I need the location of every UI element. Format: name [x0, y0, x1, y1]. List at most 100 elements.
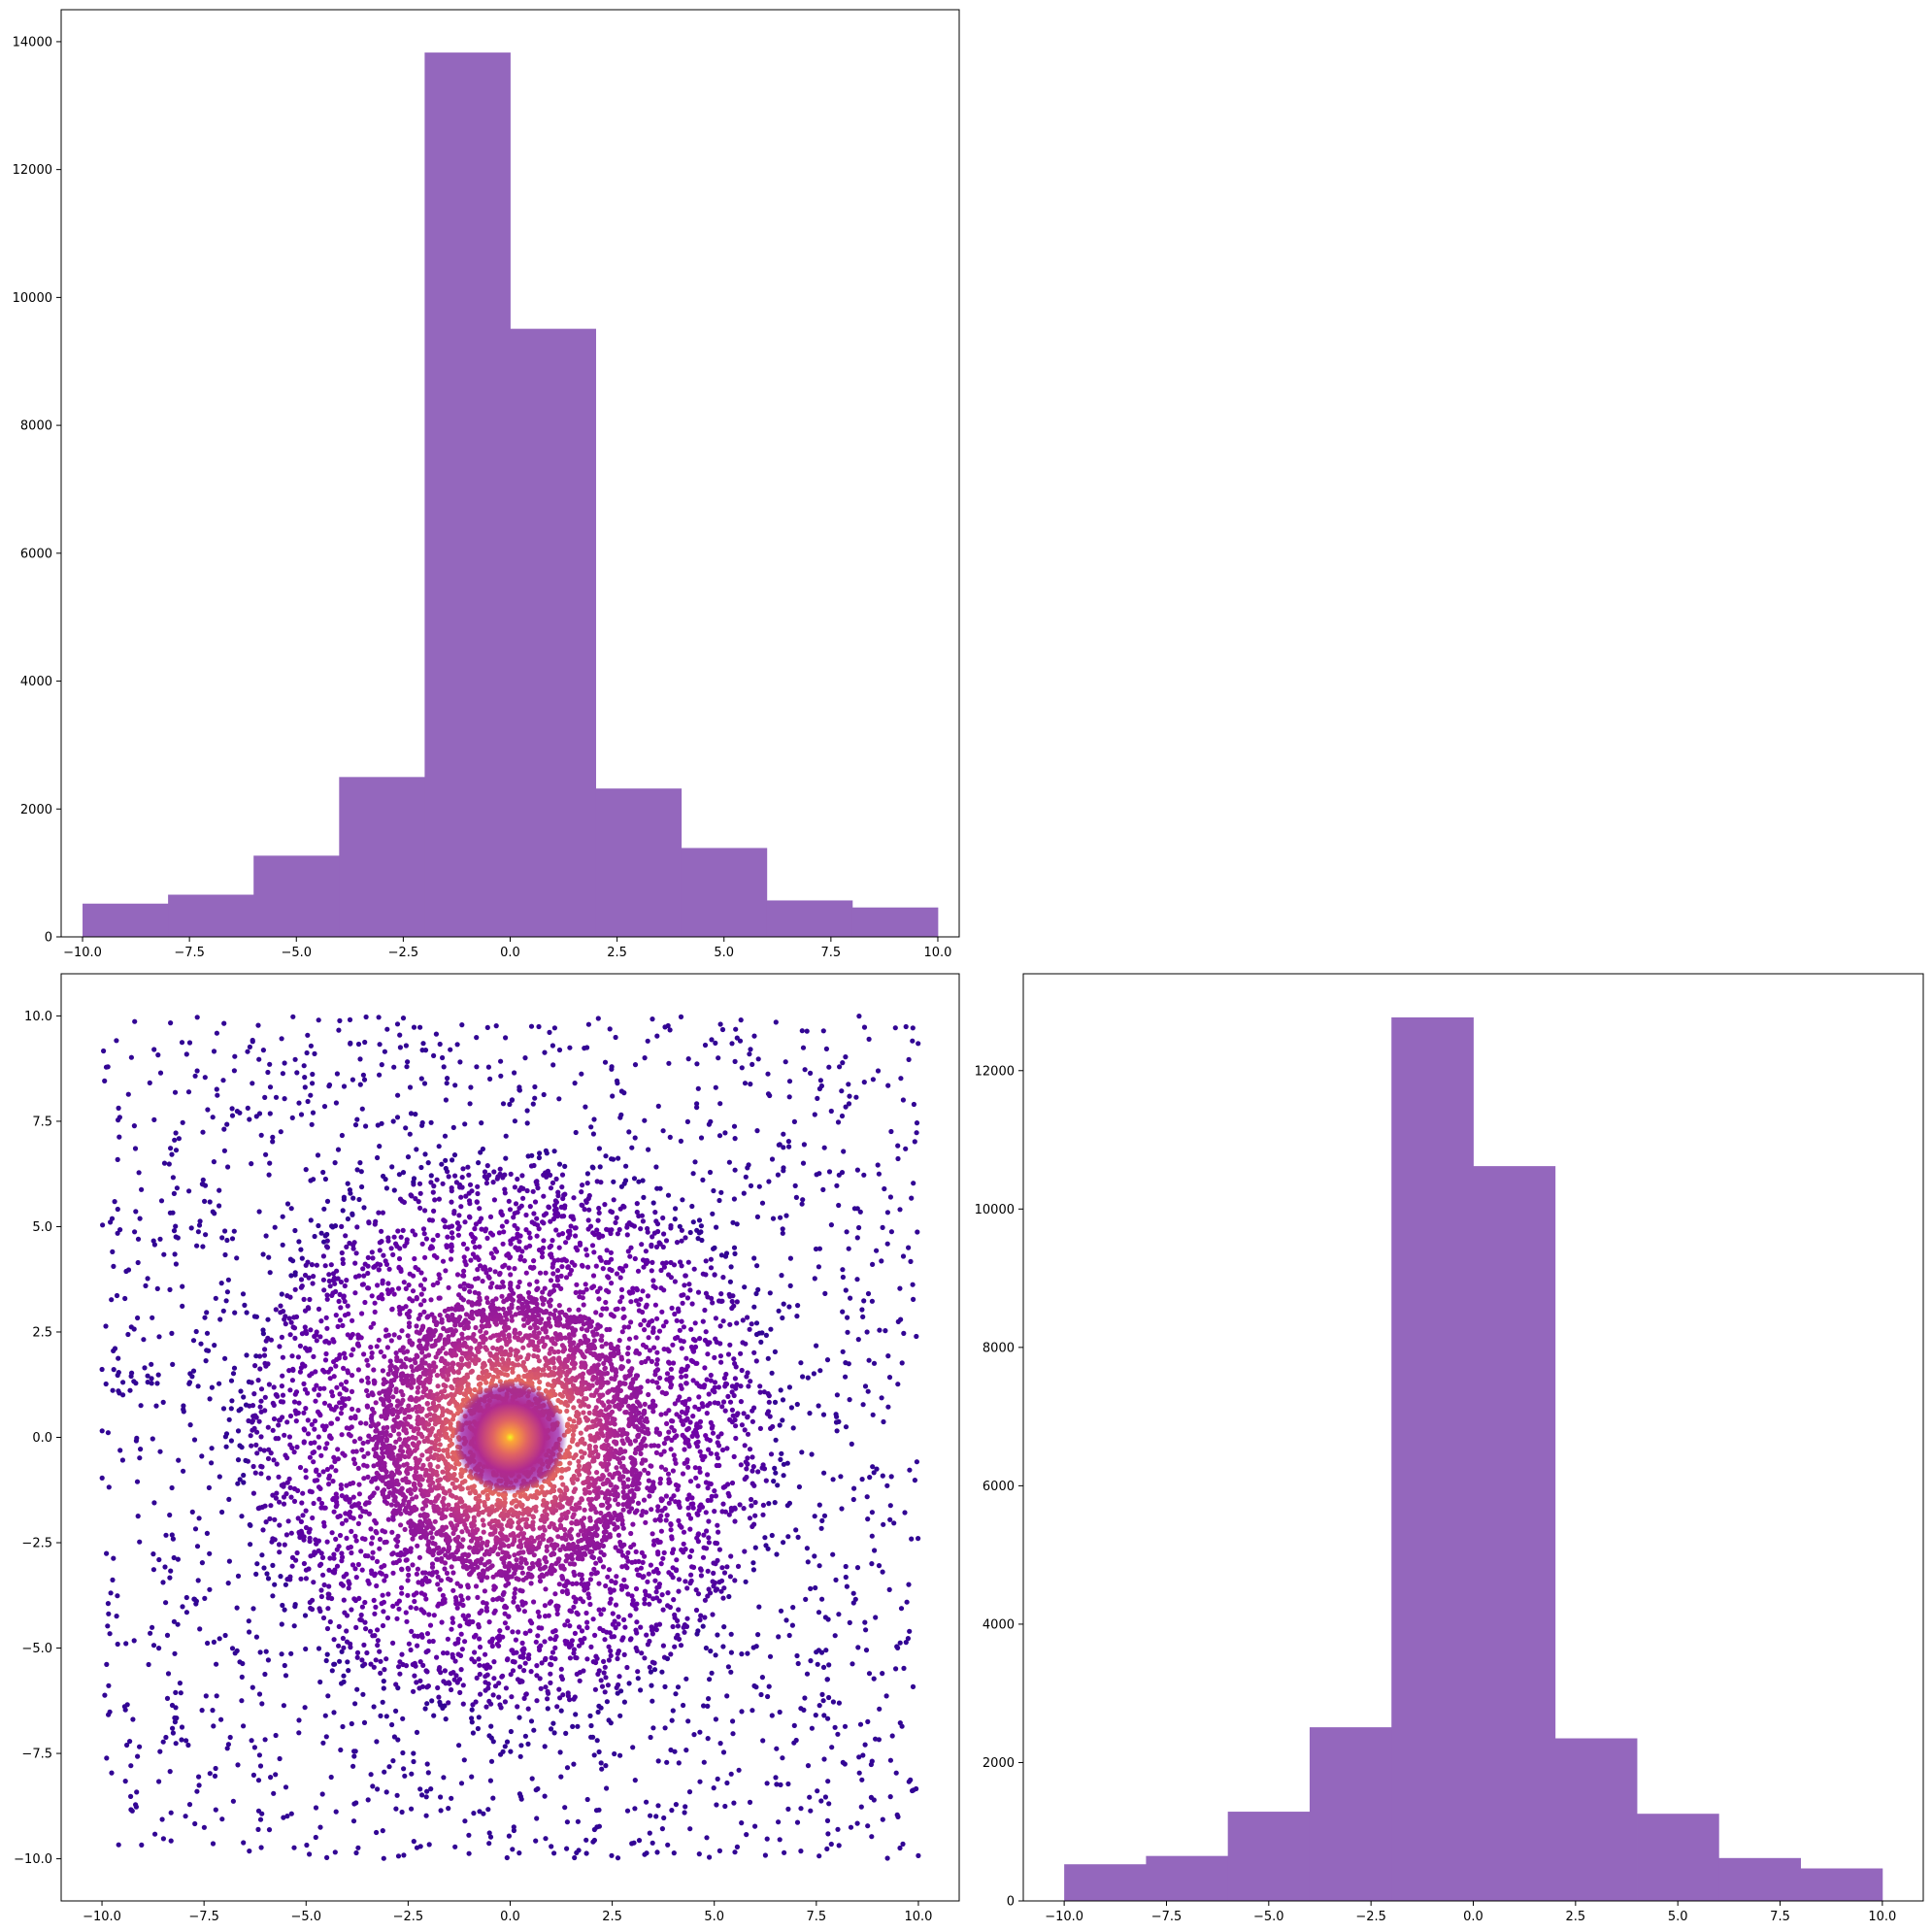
scatter-point [389, 1306, 395, 1312]
scatter-point [398, 1234, 404, 1240]
scatter-point [515, 1704, 520, 1710]
scatter-point [675, 1623, 682, 1629]
scatter-point [542, 1603, 549, 1609]
scatter-point [621, 1616, 627, 1622]
scatter-point [270, 1134, 276, 1140]
scatter-point [473, 1699, 479, 1705]
scatter-point [875, 1162, 881, 1168]
scatter-point [684, 1616, 690, 1621]
scatter-point [688, 1357, 694, 1363]
scatter-point [668, 1651, 674, 1657]
scatter-point [846, 1246, 851, 1251]
scatter-point [368, 1661, 374, 1667]
scatter-point [183, 1610, 189, 1616]
scatter-point [749, 1523, 755, 1529]
scatter-point [551, 1730, 557, 1736]
scatter-point [764, 1781, 770, 1786]
scatter-point [593, 1310, 599, 1316]
scatter-point [260, 1527, 266, 1533]
scatter-point [221, 1126, 227, 1132]
scatter-point [554, 1214, 560, 1219]
scatter-point [565, 1580, 572, 1585]
scatter-point [303, 1646, 309, 1652]
scatter-point [531, 1599, 537, 1605]
scatter-point [311, 1177, 316, 1183]
scatter-point [665, 1471, 672, 1477]
scatter-point [625, 1249, 631, 1254]
scatter-point [726, 1159, 733, 1165]
scatter-point [647, 1664, 652, 1670]
scatter-point [602, 1637, 608, 1643]
scatter-point [371, 1320, 377, 1326]
scatter-point [670, 1623, 676, 1630]
scatter-point [287, 1256, 293, 1262]
scatter-point [155, 1052, 161, 1058]
y-tick-label: 6000 [20, 547, 52, 561]
scatter-point [330, 1496, 336, 1503]
x-tick-label: −5.0 [281, 946, 312, 960]
scatter-point [381, 1173, 386, 1180]
scatter-point [248, 1433, 253, 1439]
scatter-point [703, 1329, 709, 1335]
scatter-point [389, 1286, 395, 1292]
scatter-point [377, 1546, 383, 1551]
scatter-point [383, 1327, 389, 1333]
scatter-point [297, 1343, 303, 1349]
scatter-point [308, 1605, 314, 1612]
scatter-point [661, 1231, 667, 1237]
scatter-point [433, 1031, 439, 1037]
scatter-point [649, 1358, 655, 1364]
scatter-point [114, 1614, 119, 1619]
scatter-point [665, 1590, 671, 1596]
scatter-point [673, 1802, 680, 1808]
scatter-point [572, 1854, 578, 1861]
scatter-point [692, 1465, 698, 1471]
scatter-point [516, 1283, 521, 1290]
scatter-point [755, 1056, 761, 1062]
scatter-point [320, 1572, 326, 1578]
scatter-point [548, 1251, 553, 1257]
scatter-point [869, 1561, 875, 1567]
scatter-point [659, 1669, 665, 1675]
scatter-point [548, 1671, 553, 1677]
x-tick-label: −2.5 [388, 946, 419, 960]
scatter-point [651, 1667, 658, 1673]
scatter-point [435, 1603, 441, 1609]
scatter-point [201, 1824, 207, 1830]
scatter-point [877, 1706, 883, 1712]
scatter-point [157, 1070, 164, 1076]
scatter-point [362, 1552, 369, 1559]
scatter-point [506, 1198, 512, 1204]
scatter-point [564, 1639, 570, 1645]
scatter-point [734, 1320, 740, 1326]
scatter-point [321, 1206, 327, 1212]
scatter-point [885, 1083, 891, 1088]
scatter-point [145, 1380, 150, 1385]
scatter-point [551, 1025, 558, 1031]
scatter-point [211, 1049, 217, 1054]
scatter-point [713, 1587, 718, 1593]
scatter-point [338, 1305, 344, 1311]
scatter-point [518, 1796, 524, 1802]
scatter-point [139, 1842, 145, 1848]
scatter-point [450, 1124, 456, 1130]
scatter-point [374, 1558, 381, 1564]
scatter-point [666, 1480, 672, 1485]
scatter-point [571, 1696, 577, 1702]
scatter-point [265, 1424, 271, 1430]
scatter-point [595, 1217, 601, 1223]
scatter-point [675, 1632, 681, 1638]
scatter-point [516, 1279, 522, 1285]
scatter-point [720, 1749, 727, 1755]
scatter-point [559, 1588, 566, 1594]
scatter-point [478, 1149, 483, 1155]
scatter-point [562, 1622, 568, 1628]
scatter-point [667, 1604, 674, 1611]
scatter-point [776, 1634, 782, 1640]
scatter-point [411, 1750, 416, 1756]
scatter-point [281, 1501, 287, 1507]
scatter-point [537, 1150, 543, 1156]
scatter-point [519, 1640, 525, 1646]
scatter-point [330, 1290, 336, 1296]
scatter-point [756, 1604, 762, 1610]
